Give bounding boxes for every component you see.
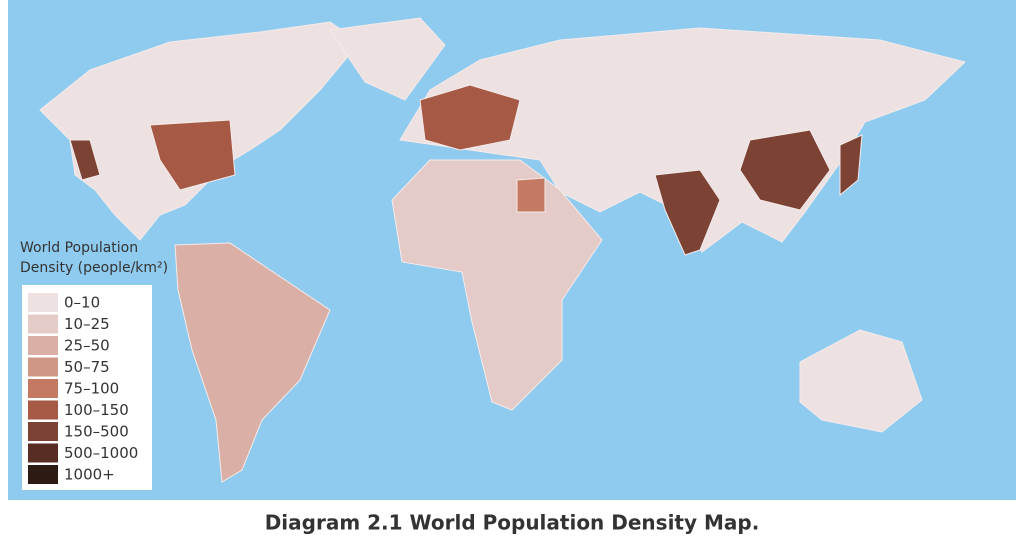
legend-label: 150–500 (64, 423, 129, 441)
legend-swatch (28, 336, 58, 355)
legend-label: 0–10 (64, 294, 100, 312)
legend-label: 10–25 (64, 315, 110, 333)
legend-label: 500–1000 (64, 444, 138, 462)
legend-swatch (28, 314, 58, 334)
land (39, 17, 966, 483)
legend-label: 50–75 (64, 358, 110, 376)
legend-swatch (28, 357, 58, 377)
legend-swatch (28, 465, 58, 484)
legend-title: World Population (20, 240, 138, 256)
legend-label: 75–100 (64, 380, 119, 398)
legend-swatch (28, 443, 58, 463)
caption: Diagram 2.1 World Population Density Map… (265, 511, 760, 535)
legend-swatch (28, 293, 58, 312)
legend-swatch (28, 422, 58, 441)
legend-title: Density (people/km²) (20, 260, 168, 276)
legend-label: 25–50 (64, 337, 110, 355)
legend-label: 1000+ (64, 466, 115, 484)
legend-swatch (28, 400, 58, 420)
legend-swatch (28, 379, 58, 398)
legend-label: 100–150 (64, 401, 129, 419)
legend: 0–10 10–25 25–50 50–75 75–100 100–150 150–500 5… (28, 293, 138, 484)
